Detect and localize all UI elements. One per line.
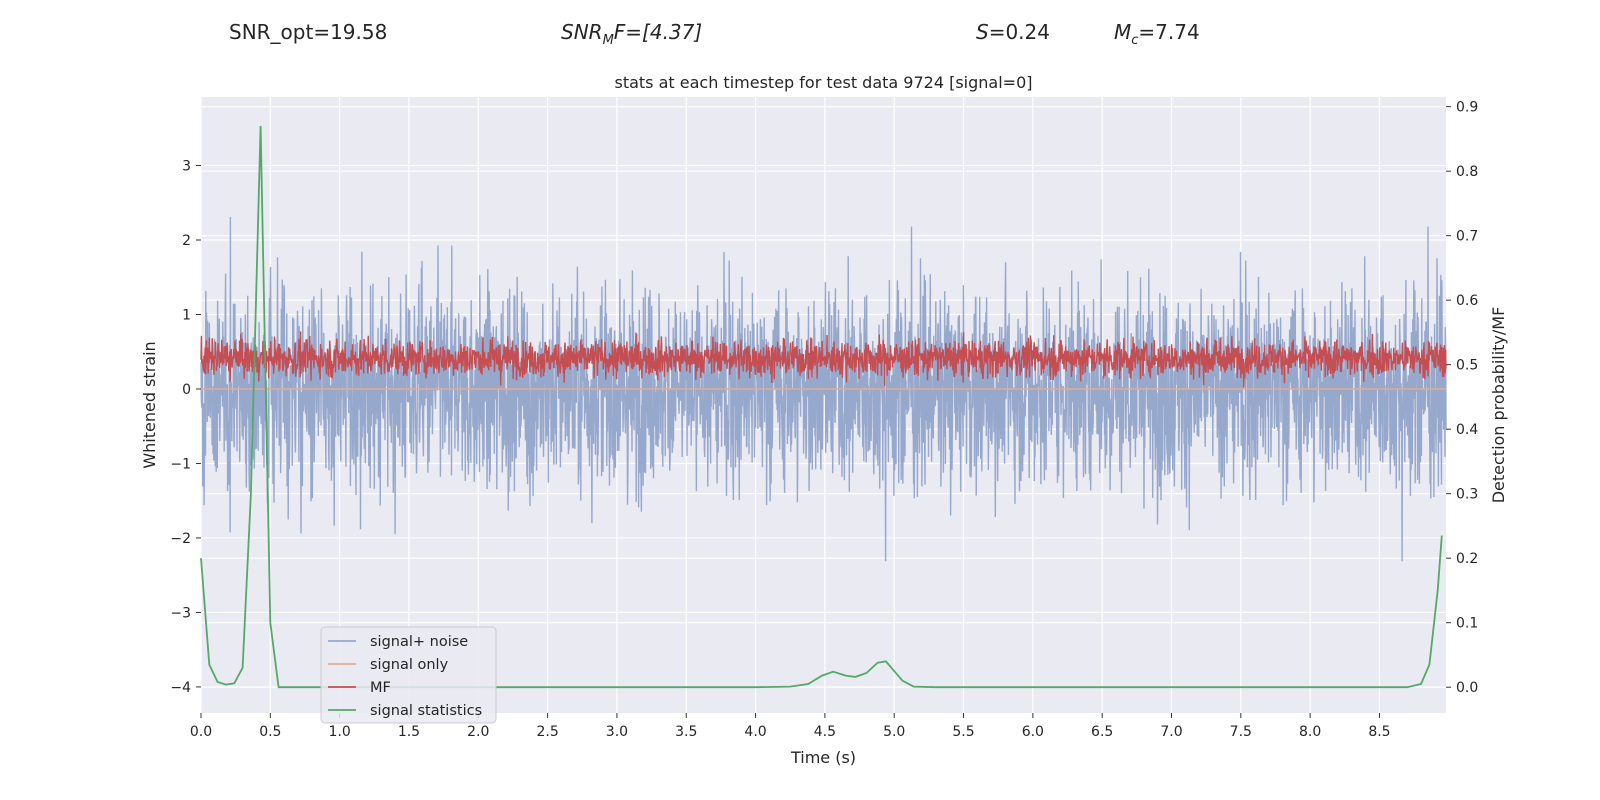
y-axis-left-label: Whitened strain bbox=[140, 341, 159, 468]
y-right-tick-label: 0.4 bbox=[1456, 422, 1478, 438]
y-left-tick-label: 2 bbox=[182, 233, 191, 249]
mf-line bbox=[200, 331, 1447, 388]
x-tick-label: 3.0 bbox=[606, 724, 628, 740]
series-layer bbox=[200, 125, 1447, 689]
y-right-tick-label: 0.8 bbox=[1456, 164, 1478, 180]
s-param-label: S=0.24 bbox=[976, 20, 1050, 44]
x-tick-label: 0.5 bbox=[259, 724, 281, 740]
y-right-tick-label: 0.3 bbox=[1456, 487, 1478, 503]
y-right-tick-label: 0.7 bbox=[1456, 229, 1478, 245]
mc-symbol: M bbox=[1114, 20, 1132, 44]
y-left-tick-label: 3 bbox=[182, 159, 191, 175]
y-left-tick-label: −3 bbox=[170, 605, 191, 621]
x-tick-label: 8.5 bbox=[1368, 724, 1390, 740]
snr-opt-label: SNR_opt=19.58 bbox=[229, 20, 387, 44]
mc-value: =7.74 bbox=[1138, 20, 1200, 44]
y-left-tick-label: 0 bbox=[182, 382, 191, 398]
s-value: =0.24 bbox=[988, 20, 1050, 44]
snr-opt-text: SNR_opt=19.58 bbox=[229, 20, 388, 44]
y-right-tick-label: 0.5 bbox=[1456, 358, 1478, 374]
x-tick-label: 5.0 bbox=[883, 724, 905, 740]
s-symbol: S bbox=[976, 20, 989, 44]
signal-noise-line bbox=[200, 216, 1447, 562]
x-tick-label: 1.0 bbox=[329, 724, 351, 740]
x-tick-label: 2.0 bbox=[467, 724, 489, 740]
x-tick-label: 5.5 bbox=[952, 724, 974, 740]
x-tick-label: 7.0 bbox=[1160, 724, 1182, 740]
legend-label: signal+ noise bbox=[370, 634, 468, 650]
x-tick-label: 4.0 bbox=[744, 724, 766, 740]
x-tick-label: 6.5 bbox=[1091, 724, 1113, 740]
y-left-tick-label: 1 bbox=[182, 307, 191, 323]
x-tick-label: 2.5 bbox=[536, 724, 558, 740]
mc-subscript: c bbox=[1131, 33, 1139, 48]
x-tick-label: 3.5 bbox=[675, 724, 697, 740]
x-tick-label: 7.5 bbox=[1230, 724, 1252, 740]
signal-statistics-line bbox=[200, 125, 1443, 689]
axes-layer: 0.0 0.5 1.0 1.5 2.0 2.5 3.0 3.5 4.0 4.5 5.0 5.5 6.0 6… bbox=[170, 100, 1478, 740]
legend-label: signal only bbox=[370, 657, 449, 673]
snr-mf-subscript: M bbox=[602, 33, 614, 48]
x-axis-label: Time (s) bbox=[790, 748, 856, 767]
y-right-tick-label: 0.1 bbox=[1456, 616, 1478, 632]
legend-box bbox=[320, 626, 497, 724]
x-tick-label: 6.0 bbox=[1022, 724, 1044, 740]
legend-label: MF bbox=[370, 680, 391, 696]
x-tick-label: 0.0 bbox=[190, 724, 212, 740]
snr-mf-symbol: SNR bbox=[561, 20, 603, 44]
y-right-tick-label: 0.2 bbox=[1456, 551, 1478, 567]
snr-mf-value: F=[4.37] bbox=[613, 20, 703, 44]
y-right-tick-label: 0.9 bbox=[1456, 100, 1478, 116]
y-left-tick-label: −2 bbox=[170, 531, 191, 547]
x-tick-label: 8.0 bbox=[1299, 724, 1321, 740]
legend: signal+ noise signal only MF signal statist… bbox=[320, 626, 497, 724]
legend-label: signal statistics bbox=[370, 703, 482, 719]
y-left-tick-label: −4 bbox=[170, 680, 191, 696]
chart-title: stats at each timestep for test data 972… bbox=[614, 73, 1032, 92]
y-right-tick-label: 0.6 bbox=[1456, 293, 1478, 309]
y-right-tick-label: 0.0 bbox=[1456, 680, 1478, 696]
mc-param-label: Mc=7.74 bbox=[1114, 20, 1200, 48]
snr-mf-label: SNRMF=[4.37] bbox=[561, 20, 703, 48]
x-tick-label: 1.5 bbox=[398, 724, 420, 740]
y-axis-right-label: Detection probability/MF bbox=[1489, 307, 1508, 504]
x-tick-label: 4.5 bbox=[814, 724, 836, 740]
y-left-tick-label: −1 bbox=[170, 456, 191, 472]
